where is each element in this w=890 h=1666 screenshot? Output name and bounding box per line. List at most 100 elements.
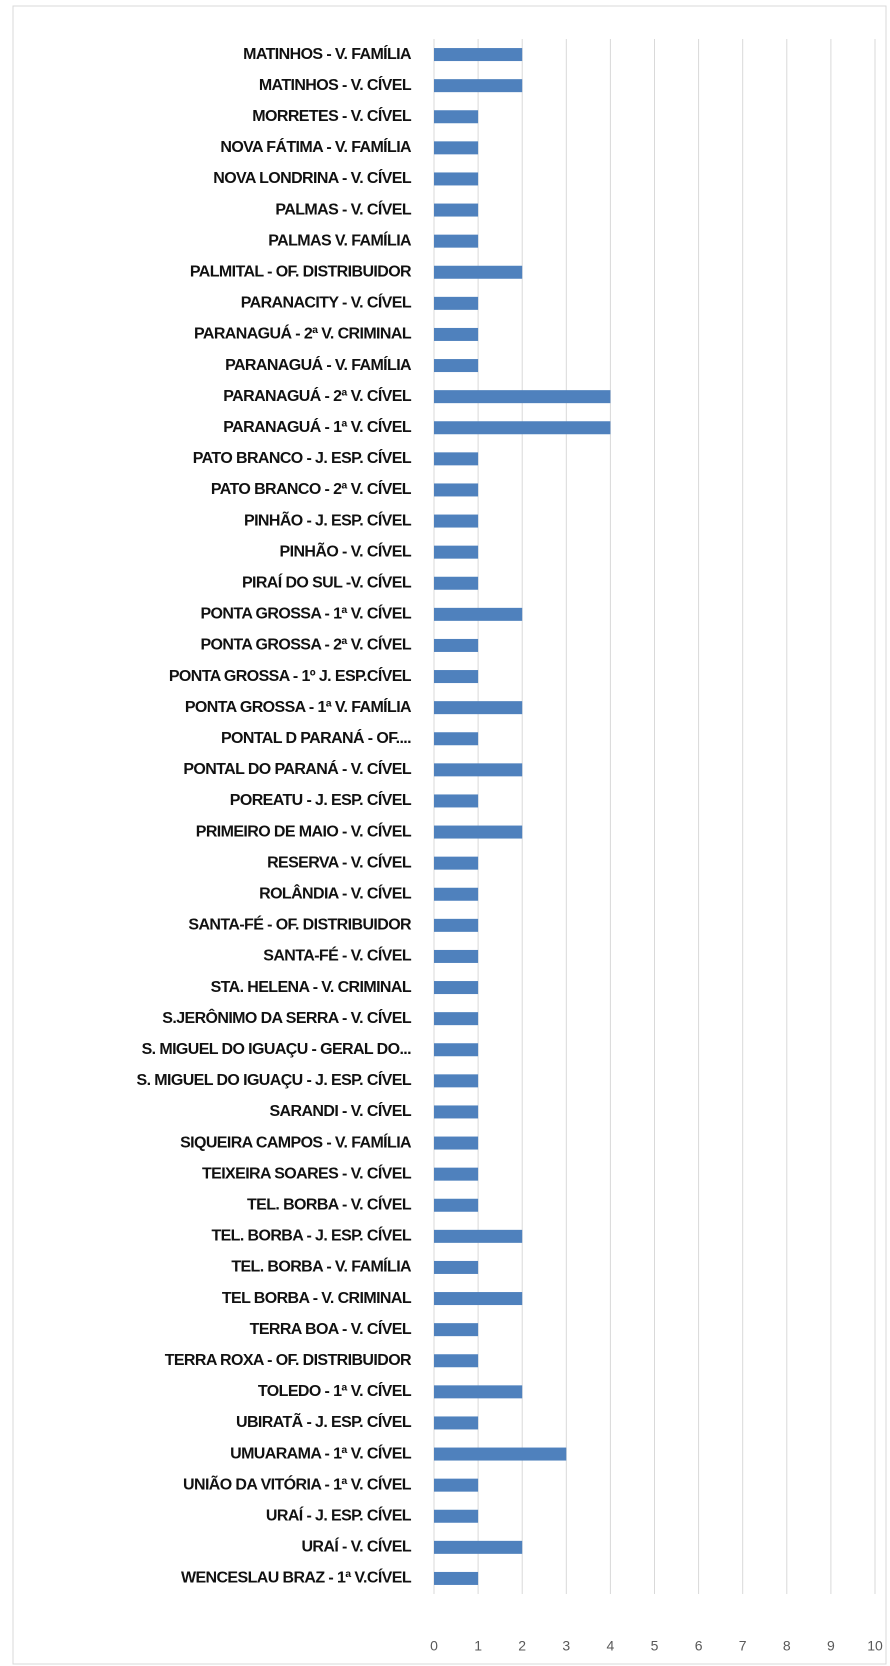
bar [434, 1229, 523, 1243]
bar [434, 545, 479, 559]
y-tick-label: PINHÃO - J. ESP. CÍVEL [244, 509, 412, 529]
bar [434, 203, 479, 217]
y-tick-label: S.JERÔNIMO DA SERRA - V. CÍVEL [162, 1008, 412, 1027]
y-tick-label: PINHÃO - V. CÍVEL [280, 540, 412, 560]
y-tick-label: PONTAL DO PARANÁ - V. CÍVEL [183, 759, 412, 778]
y-tick-label: UBIRATÃ - J. ESP. CÍVEL [236, 1411, 412, 1431]
bar [434, 981, 479, 995]
y-tick-label: TEL. BORBA - J. ESP. CÍVEL [211, 1226, 411, 1245]
bar [434, 794, 479, 808]
bar [434, 421, 611, 435]
bar [434, 141, 479, 155]
bar [434, 1323, 479, 1337]
y-tick-label: NOVA LONDRINA - V. CÍVEL [213, 168, 412, 187]
y-tick-label: PALMAS V. FAMÍLIA [268, 230, 412, 249]
y-tick-label: UNIÃO DA VITÓRIA - 1ª V. CÍVEL [183, 1473, 412, 1493]
bar [434, 1354, 479, 1368]
x-tick-label: 6 [695, 1638, 703, 1654]
y-tick-label: SANTA-FÉ - OF. DISTRIBUIDOR [188, 915, 412, 934]
y-tick-label: TEL. BORBA - V. FAMÍLIA [231, 1257, 412, 1276]
bar [434, 1043, 479, 1057]
x-tick-label: 9 [827, 1638, 835, 1654]
y-tick-label: PRIMEIRO DE MAIO - V. CÍVEL [196, 821, 412, 840]
x-tick-label: 7 [739, 1638, 747, 1654]
y-tick-label: PARANAGUÁ - 2ª V. CÍVEL [223, 386, 412, 405]
y-tick-label: TERRA ROXA - OF. DISTRIBUIDOR [165, 1352, 412, 1369]
y-tick-label: TEL. BORBA - V. CÍVEL [247, 1194, 412, 1213]
y-tick-label: PARANAGUÁ - V. FAMÍLIA [225, 355, 412, 374]
bar [434, 1260, 479, 1274]
bar [434, 1292, 523, 1306]
bar [434, 1571, 479, 1585]
y-tick-label: ROLÂNDIA - V. CÍVEL [259, 883, 412, 902]
y-tick-label: PONTA GROSSA - 2ª V. CÍVEL [200, 635, 411, 654]
bar [434, 638, 479, 652]
bar [434, 1198, 479, 1212]
y-tick-label: NOVA FÁTIMA - V. FAMÍLIA [220, 137, 412, 156]
bar [434, 483, 479, 497]
bar [434, 79, 523, 93]
y-tick-label: STA. HELENA - V. CRIMINAL [211, 979, 412, 996]
bar [434, 1167, 479, 1181]
y-tick-label: PALMITAL - OF. DISTRIBUIDOR [190, 263, 412, 280]
y-tick-label: POREATU - J. ESP. CÍVEL [230, 790, 412, 809]
bar [434, 172, 479, 186]
y-tick-label: PONTAL D PARANÁ - OF.... [221, 728, 411, 747]
y-tick-label: URAÍ - J. ESP. CÍVEL [266, 1505, 412, 1524]
y-tick-label: S. MIGUEL DO IGUAÇU - J. ESP. CÍVEL [137, 1070, 412, 1089]
y-tick-label: SANTA-FÉ - V. CÍVEL [263, 946, 412, 965]
bar [434, 265, 523, 279]
y-tick-label: TERRA BOA - V. CÍVEL [250, 1319, 412, 1338]
bar [434, 607, 523, 621]
bar [434, 701, 523, 715]
y-tick-label: TEIXEIRA SOARES - V. CÍVEL [202, 1163, 412, 1182]
y-tick-label: WENCESLAU BRAZ - 1ª V.CÍVEL [181, 1568, 412, 1587]
y-tick-label: MORRETES - V. CÍVEL [252, 106, 412, 125]
bar [434, 732, 479, 746]
bar [434, 452, 479, 466]
bar [434, 1509, 479, 1523]
bar [434, 110, 479, 124]
bar [434, 1136, 479, 1150]
bar [434, 856, 479, 870]
y-tick-label: PONTA GROSSA - 1º J. ESP.CÍVEL [169, 666, 412, 685]
y-tick-label: PATO BRANCO - J. ESP. CÍVEL [193, 448, 412, 467]
bar [434, 1416, 479, 1430]
y-tick-label: PATO BRANCO - 2ª V. CÍVEL [211, 479, 412, 498]
y-tick-label: TOLEDO - 1ª V. CÍVEL [258, 1381, 412, 1400]
bar [434, 296, 479, 310]
bar [434, 918, 479, 932]
bar [434, 48, 523, 62]
bar [434, 1385, 523, 1399]
y-tick-label: PARANAGUÁ - 2ª V. CRIMINAL [194, 324, 412, 343]
y-tick-label: TEL BORBA - V. CRIMINAL [222, 1290, 412, 1307]
y-tick-label: SIQUEIRA CAMPOS - V. FAMÍLIA [180, 1132, 412, 1151]
bar [434, 514, 479, 528]
bar [434, 670, 479, 684]
bar [434, 1074, 479, 1088]
y-tick-label: URAÍ - V. CÍVEL [301, 1537, 411, 1556]
y-tick-label: PARANACITY - V. CÍVEL [241, 293, 412, 312]
x-tick-label: 5 [651, 1638, 659, 1654]
x-tick-label: 4 [607, 1638, 615, 1654]
bar [434, 825, 523, 839]
x-tick-label: 8 [783, 1638, 791, 1654]
y-tick-label: PARANAGUÁ - 1ª V. CÍVEL [223, 417, 412, 436]
bar [434, 359, 479, 373]
bar [434, 1012, 479, 1026]
y-tick-label: PONTA GROSSA - 1ª V. CÍVEL [200, 604, 411, 623]
bar [434, 949, 479, 963]
bar [434, 1540, 523, 1554]
y-tick-label: UMUARAMA - 1ª V. CÍVEL [230, 1443, 412, 1462]
x-tick-label: 1 [474, 1638, 482, 1654]
x-tick-label: 3 [562, 1638, 570, 1654]
bar [434, 763, 523, 777]
y-tick-label: PALMAS - V. CÍVEL [275, 199, 411, 218]
bar [434, 327, 479, 341]
y-tick-label: PIRAÍ DO SUL -V. CÍVEL [242, 572, 412, 591]
y-tick-label: PONTA GROSSA - 1ª V. FAMÍLIA [185, 697, 412, 716]
y-tick-label: MATINHOS - V. FAMÍLIA [243, 44, 412, 63]
bar [434, 887, 479, 901]
bar [434, 390, 611, 404]
